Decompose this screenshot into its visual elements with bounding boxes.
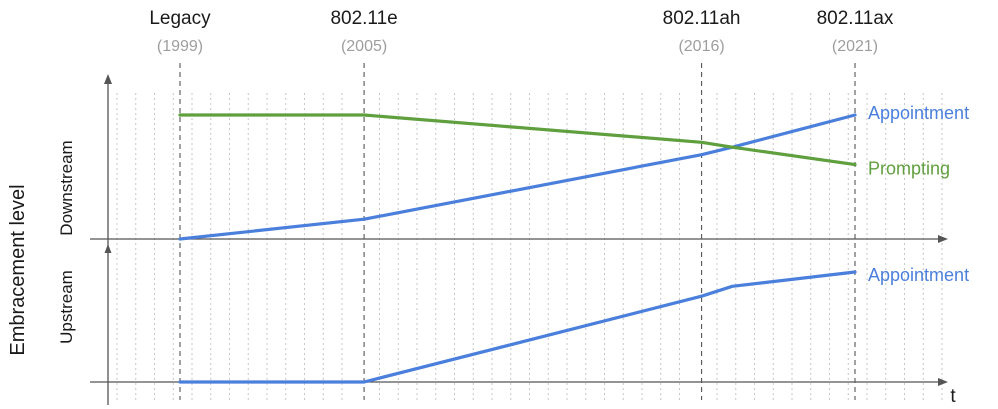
milestone-name: 802.11e xyxy=(330,8,397,29)
y-axis-arrow-icon xyxy=(104,74,112,84)
milestone-name: Legacy xyxy=(149,8,211,29)
milestone-year: (1999) xyxy=(157,38,203,55)
milestone-year: (2016) xyxy=(678,38,724,55)
x-axis-label: t xyxy=(950,386,956,407)
milestone-year: (2021) xyxy=(832,38,878,55)
series: Appointment Prompting Appointment xyxy=(178,103,969,384)
milestones: Legacy (1999) 802.11e (2005) 802.11ah (2016) 8… xyxy=(149,8,894,400)
series-label: Appointment xyxy=(868,103,969,123)
panel-label: Upstream xyxy=(57,270,76,344)
x-axis-arrow-icon xyxy=(938,235,948,243)
x-axis-arrow-icon xyxy=(938,378,948,386)
series-line xyxy=(178,113,857,167)
milestone-year: (2005) xyxy=(341,38,387,55)
series-line xyxy=(178,113,857,241)
milestone-name: 802.11ax xyxy=(817,8,894,29)
y-axis-arrow-icon xyxy=(104,244,112,253)
grid xyxy=(116,93,943,400)
panel-label: Downstream xyxy=(57,140,76,235)
series-line xyxy=(178,270,857,384)
y-axis-label: Embracement level xyxy=(7,184,29,355)
panel-labels: Downstream Upstream xyxy=(57,140,76,344)
milestone-name: 802.11ah xyxy=(663,8,741,29)
series-label: Appointment xyxy=(868,265,969,285)
series-label: Prompting xyxy=(868,159,950,179)
